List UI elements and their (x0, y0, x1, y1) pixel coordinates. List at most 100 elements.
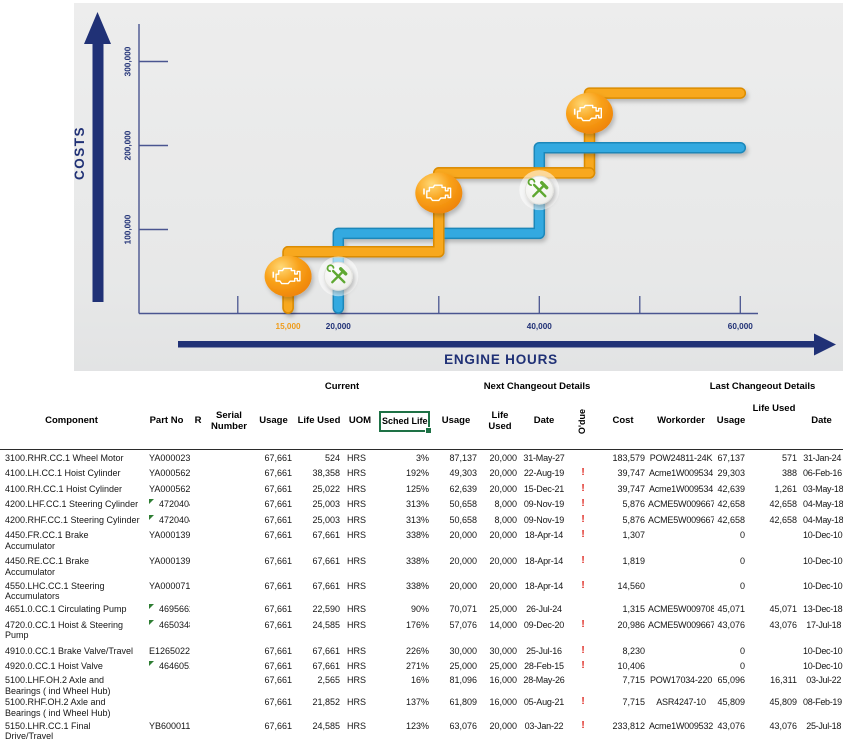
cell-next-date[interactable]: 25-Jul-16 (526, 645, 562, 656)
cell-last-life-used[interactable] (748, 580, 800, 602)
cell-workorder[interactable]: ACME5W009667 (648, 514, 715, 525)
cell-last-usage[interactable]: 65,096 (717, 675, 746, 685)
cell-serial-number[interactable] (206, 497, 252, 513)
cell-uom[interactable]: HRS (347, 530, 367, 540)
cell-uom[interactable]: HRS (347, 675, 367, 685)
cell-uom[interactable]: HRS (347, 645, 367, 656)
cell-workorder[interactable]: ACME5W009667 (648, 619, 715, 630)
cell-workorder[interactable] (648, 659, 714, 675)
cell-workorder[interactable] (648, 643, 714, 659)
overdue-flag[interactable]: ! (581, 579, 585, 591)
overdue-flag[interactable]: ! (581, 467, 585, 478)
cell-last-date[interactable]: 10-Dec-10 (803, 645, 843, 656)
cell-workorder[interactable]: POW24811-24K (649, 452, 713, 463)
cell-component[interactable]: 4720.0.CC.1 Hoist & Steering Pump (5, 619, 124, 641)
cell-cost[interactable]: 14,560 (617, 580, 646, 591)
cell-component[interactable]: 5100.RHF.OH.2 Axle and Bearings ( ind Wh… (5, 697, 111, 718)
cell-component[interactable]: 4910.0.CC.1 Brake Valve/Travel (5, 645, 134, 656)
cell-part-no[interactable]: YA00013938 (149, 556, 190, 566)
cell-next-usage[interactable]: 57,076 (449, 619, 477, 630)
cell-sched-life[interactable]: 313% (405, 499, 429, 509)
cell-part-no[interactable]: YA00056216 (149, 483, 190, 494)
cell-part-no[interactable]: 4650348 (143, 617, 190, 643)
cell-workorder[interactable] (648, 580, 714, 602)
cell-last-date[interactable]: 04-May-18 (803, 514, 843, 525)
cell-workorder[interactable] (648, 528, 714, 554)
cell-last-usage[interactable]: 0 (740, 661, 746, 671)
cell-last-life-used[interactable]: 1,261 (774, 483, 798, 494)
table-row[interactable]: 4720.0.CC.1 Hoist & Steering Pump 4650348… (0, 617, 843, 643)
col-serial-number[interactable]: Serial Number (206, 394, 252, 450)
cell-next-usage[interactable]: 50,658 (449, 514, 477, 525)
cell-component[interactable]: 4450.FR.CC.1 Brake Accumulator (5, 530, 89, 551)
cell-last-usage[interactable]: 45,071 (717, 604, 746, 614)
cell-uom[interactable]: HRS (347, 483, 367, 494)
cell-sched-life[interactable]: 3% (415, 452, 429, 463)
overdue-flag[interactable]: ! (581, 498, 585, 509)
cell-component[interactable]: 5150.LHR.CC.1 Final Drive/Travel (5, 720, 91, 742)
cell-serial-number[interactable] (206, 580, 252, 602)
cell-serial-number[interactable] (206, 643, 252, 659)
overdue-flag[interactable]: ! (581, 696, 585, 707)
cell-next-life-used[interactable]: 16,000 (489, 697, 517, 707)
cell-component[interactable]: 3100.RHR.CC.1 Wheel Motor (5, 452, 124, 463)
cell-cost[interactable]: 5,876 (622, 514, 646, 525)
cell-next-usage[interactable]: 20,000 (449, 530, 477, 540)
overdue-flag[interactable]: ! (581, 719, 585, 731)
cell-last-date[interactable]: 06-Feb-16 (803, 468, 842, 478)
cell-usage[interactable]: 67,661 (264, 675, 292, 685)
cell-last-date[interactable]: 25-Jul-18 (806, 720, 842, 731)
cell-last-usage[interactable]: 0 (740, 580, 746, 591)
cell-life-used[interactable]: 524 (324, 452, 340, 463)
cell-cost[interactable]: 8,230 (622, 645, 646, 656)
col-r[interactable]: R (190, 394, 206, 450)
cell-component[interactable]: 4550.LHC.CC.1 Steering Accumulators (5, 580, 105, 602)
cell-workorder[interactable]: ACME5W009667 (648, 499, 715, 509)
cell-next-date[interactable]: 18-Apr-14 (524, 580, 564, 591)
cell-last-date[interactable]: 13-Dec-18 (803, 604, 843, 614)
table-row[interactable]: 3100.RHR.CC.1 Wheel Motor YA00002371 67,66… (0, 450, 843, 466)
table-row[interactable]: 4200.LHF.CC.1 Steering Cylinder 4720404 67… (0, 497, 843, 513)
cell-sched-life[interactable]: 338% (405, 580, 429, 591)
cell-cost[interactable]: 7,715 (622, 697, 646, 707)
cell-cost[interactable]: 7,715 (622, 675, 646, 685)
cell-usage[interactable]: 67,661 (264, 720, 292, 731)
cell-sched-life[interactable]: 125% (405, 483, 429, 494)
cell-sched-life[interactable]: 338% (405, 556, 429, 566)
cell-r[interactable] (190, 643, 206, 659)
cell-usage[interactable]: 67,661 (264, 483, 292, 494)
cell-last-usage[interactable]: 29,303 (717, 468, 746, 478)
cell-last-life-used[interactable]: 45,809 (769, 697, 798, 707)
cell-uom[interactable]: HRS (347, 468, 367, 478)
cell-r[interactable] (190, 481, 206, 497)
cell-life-used[interactable]: 67,661 (312, 556, 340, 566)
cell-usage[interactable]: 67,661 (264, 619, 292, 630)
cell-last-life-used[interactable] (748, 554, 800, 580)
cell-part-no[interactable]: YA00013937 (149, 530, 190, 540)
overdue-flag[interactable]: ! (581, 644, 585, 656)
cell-next-life-used[interactable]: 20,000 (489, 468, 517, 478)
cell-next-usage[interactable]: 20,000 (449, 556, 477, 566)
cell-last-date[interactable]: 10-Dec-10 (803, 530, 843, 540)
cell-cost[interactable]: 10,406 (617, 661, 646, 671)
cell-r[interactable] (190, 659, 206, 675)
cell-sched-life[interactable]: 176% (405, 619, 429, 630)
cell-usage[interactable]: 67,661 (264, 530, 292, 540)
cell-uom[interactable]: HRS (347, 619, 367, 630)
cell-last-usage[interactable]: 67,137 (717, 452, 746, 463)
cell-serial-number[interactable] (206, 696, 252, 718)
cell-next-life-used[interactable]: 20,000 (489, 530, 517, 540)
cell-uom[interactable]: HRS (347, 580, 367, 591)
cell-life-used[interactable]: 38,358 (312, 468, 340, 478)
cell-usage[interactable]: 67,661 (264, 452, 292, 463)
cell-next-life-used[interactable]: 20,000 (489, 556, 517, 566)
cell-workorder[interactable]: POW17034-220 (649, 675, 713, 685)
table-row[interactable]: 4910.0.CC.1 Brake Valve/Travel E12650223 6… (0, 643, 843, 659)
cell-serial-number[interactable] (206, 528, 252, 554)
cell-last-date[interactable]: 04-May-18 (803, 499, 843, 509)
cell-part-no[interactable]: YA00007163 (149, 580, 190, 591)
cell-cost[interactable]: 39,747 (617, 468, 646, 478)
col-next-life-used[interactable]: Life Used (480, 394, 520, 450)
cell-cost[interactable]: 20,986 (617, 619, 646, 630)
cell-uom[interactable]: HRS (347, 661, 367, 671)
